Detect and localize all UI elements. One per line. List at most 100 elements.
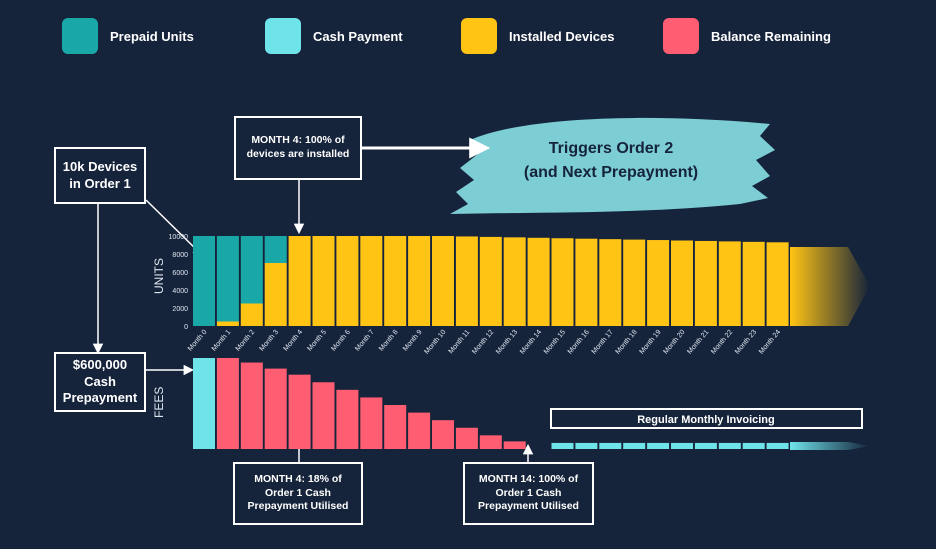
month-tick-label: Month 9 [402, 329, 424, 353]
balance-remaining-bar [455, 427, 478, 449]
month4-top-callout: MONTH 4: 100% of devices are installed [234, 116, 362, 180]
month4-bottom-callout-text: MONTH 4: 18% of Order 1 Cash Prepayment … [247, 473, 349, 513]
installed-devices-bar [288, 236, 311, 326]
regular-invoicing-label: Regular Monthly Invoicing [637, 414, 775, 426]
legend-label: Installed Devices [509, 28, 615, 44]
cash-prepayment-callout-text: $600,000 Cash Prepayment [62, 356, 138, 406]
month-tick-label: Month 7 [354, 329, 376, 353]
month14-callout: MONTH 14: 100% of Order 1 Cash Prepaymen… [463, 462, 594, 525]
balance-remaining-bar [360, 397, 383, 449]
installed-devices-bar [312, 236, 335, 326]
installed-devices-bar [647, 240, 670, 326]
y-tick-label: 10000 [169, 234, 189, 241]
y-tick-label: 4000 [172, 288, 188, 295]
y-axis-ticks: 0 2000 4000 6000 8000 10000 [169, 234, 189, 331]
balance-remaining-bar [288, 374, 311, 449]
installed-devices-bar [718, 241, 741, 326]
regular-monthly-invoicing-bar [671, 442, 693, 449]
prepaid-units-bar [240, 236, 263, 304]
month-labels: Month 0 Month 1 Month 2 Month 3 Month 4 Month… [187, 329, 782, 356]
regular-monthly-invoicing-bar [742, 442, 765, 449]
y-tick-label: 6000 [172, 270, 188, 277]
balance-remaining-bar [240, 362, 263, 449]
month-tick-label: Month 16 [567, 329, 591, 356]
units-continuation-arrow [790, 247, 870, 326]
legend-label: Prepaid Units [110, 28, 194, 44]
month4-bottom-callout: MONTH 4: 18% of Order 1 Cash Prepayment … [233, 462, 363, 525]
regular-monthly-invoicing-bar [694, 442, 717, 449]
prepaid-units-bar [193, 236, 215, 326]
legend-balance-remaining: Balance Remaining [663, 18, 831, 54]
y-tick-label: 2000 [172, 306, 188, 313]
fees-continuation-arrow [790, 442, 870, 450]
month-tick-label: Month 24 [758, 329, 782, 356]
regular-monthly-invoicing-bar [647, 442, 670, 449]
order1-callout: 10k Devices in Order 1 [54, 147, 146, 204]
month-tick-label: Month 23 [734, 329, 758, 356]
y-tick-label: 8000 [172, 252, 188, 259]
installed-devices-bar [551, 238, 574, 326]
month-tick-label: Month 20 [662, 329, 686, 356]
balance-remaining-bar [479, 435, 502, 449]
installed-devices-bar [671, 240, 693, 326]
installed-devices-bar [503, 237, 526, 326]
month-tick-label: Month 8 [378, 329, 400, 353]
month-tick-label: Month 4 [283, 329, 305, 353]
installed-devices-bar [384, 236, 407, 326]
month-tick-label: Month 14 [519, 329, 543, 356]
triggers-line-1: Triggers Order 2 [548, 140, 674, 157]
installed-devices-bar [432, 236, 454, 326]
installed-devices-bar [527, 237, 550, 326]
installed-devices-bar [264, 263, 287, 326]
regular-monthly-invoicing-bar [575, 442, 598, 449]
y-axis-title-units: UNITS [152, 258, 166, 294]
order1-callout-text: 10k Devices in Order 1 [62, 158, 138, 191]
month-tick-label: Month 5 [306, 329, 328, 353]
installed-devices-bar [742, 241, 765, 326]
balance-remaining-bar [432, 420, 454, 449]
month-tick-label: Month 22 [710, 329, 734, 356]
units-bars [193, 236, 789, 326]
legend-installed-devices: Installed Devices [461, 18, 615, 54]
month-tick-label: Month 6 [330, 329, 352, 353]
month-tick-label: Month 0 [187, 329, 209, 353]
balance-remaining-bar [216, 358, 239, 449]
triggers-order-text: Triggers Order 2 (and Next Prepayment) [486, 137, 736, 185]
installed-devices-bar [455, 236, 478, 326]
month-tick-label: Month 10 [423, 329, 447, 356]
prepaid-units-bar [216, 236, 239, 322]
balance-remaining-bar [336, 389, 359, 449]
legend-swatch [265, 18, 301, 54]
month-tick-label: Month 15 [543, 329, 567, 356]
legend-swatch [62, 18, 98, 54]
legend-cash-payment: Cash Payment [265, 18, 403, 54]
month4-top-callout-text: MONTH 4: 100% of devices are installed [246, 134, 350, 160]
legend-label: Cash Payment [313, 28, 403, 44]
arrow-order1-to-bar [145, 199, 204, 257]
installed-devices-bar [575, 238, 598, 326]
regular-monthly-invoicing-bar [551, 442, 574, 449]
month-tick-label: Month 19 [639, 329, 663, 356]
balance-remaining-bar [384, 405, 407, 449]
installed-devices-bar [336, 236, 359, 326]
month-tick-label: Month 2 [235, 329, 257, 353]
regular-monthly-invoicing-bar [718, 442, 741, 449]
installed-devices-bar [408, 236, 431, 326]
regular-invoicing-box [550, 408, 863, 429]
installed-devices-bar [766, 242, 789, 326]
legend-prepaid-units: Prepaid Units [62, 18, 194, 54]
month-tick-label: Month 17 [591, 329, 615, 356]
regular-monthly-invoicing-bar [599, 442, 622, 449]
month-tick-label: Month 3 [259, 329, 281, 353]
balance-remaining-bar [312, 382, 335, 449]
legend-swatch [461, 18, 497, 54]
regular-monthly-invoicing-bar [623, 442, 646, 449]
installed-devices-bar [599, 239, 622, 326]
month-tick-label: Month 1 [211, 329, 233, 353]
balance-remaining-bar [503, 441, 526, 449]
balance-remaining-bar [264, 368, 287, 449]
month-tick-label: Month 11 [448, 329, 472, 356]
installed-devices-bar [216, 321, 239, 326]
legend-swatch [663, 18, 699, 54]
